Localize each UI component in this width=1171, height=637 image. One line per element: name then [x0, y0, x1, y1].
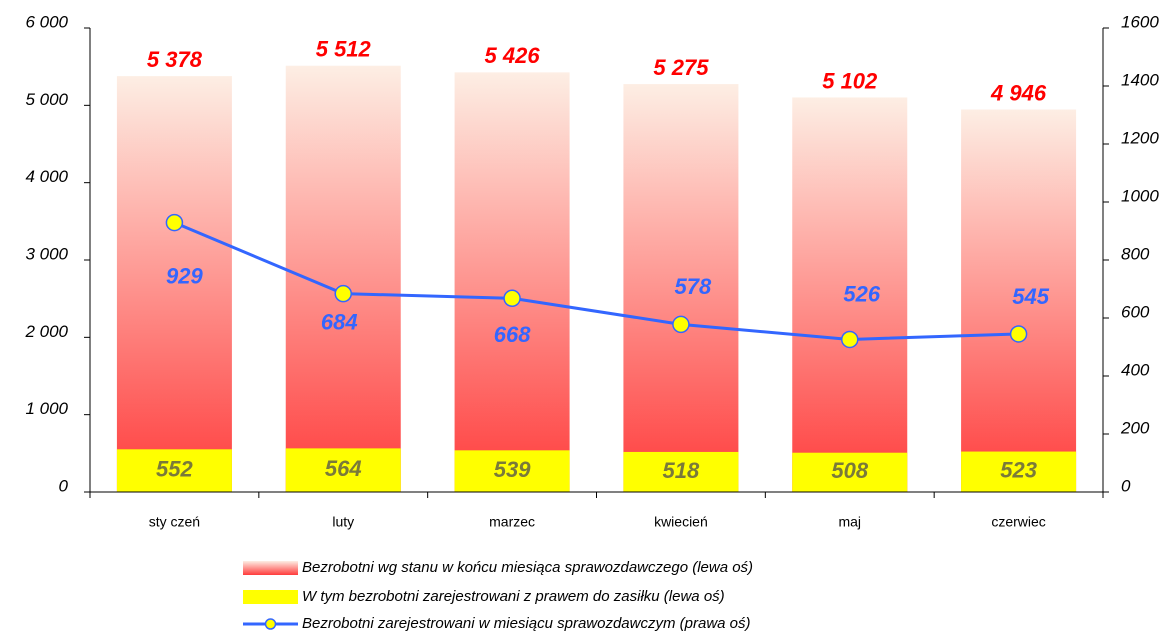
- line-label: 668: [494, 322, 531, 347]
- bar: [116, 76, 232, 493]
- x-tick-label: luty: [332, 514, 354, 530]
- line-label: 545: [1012, 284, 1049, 309]
- y2-tick-label: 200: [1120, 418, 1150, 437]
- y2-tick-label: 400: [1121, 360, 1150, 379]
- x-tick-label: marzec: [489, 514, 535, 530]
- line-marker: [1009, 325, 1028, 343]
- legend-swatch: [243, 590, 298, 604]
- y2-tick-label: 600: [1121, 302, 1150, 321]
- bar: [285, 448, 401, 492]
- y-tick-label: 3 000: [25, 244, 68, 263]
- y-tick-label: 0: [59, 476, 69, 495]
- bar: [623, 84, 739, 493]
- bar-label: 5 102: [822, 68, 878, 93]
- bar: [116, 449, 232, 492]
- legend-label: Bezrobotni zarejestrowani w miesiącu spr…: [302, 615, 751, 632]
- bar: [454, 72, 570, 492]
- y-tick-label: 6 000: [25, 12, 68, 31]
- legend-label: W tym bezrobotni zarejestrowani z prawem…: [302, 588, 725, 605]
- y2-tick-label: 1600: [1121, 12, 1159, 31]
- bar: [454, 450, 570, 492]
- legend-label: Bezrobotni wg stanu w końcu miesiąca spr…: [302, 559, 753, 576]
- x-tick-label: maj: [838, 514, 861, 530]
- y-tick-label: 2 000: [24, 322, 68, 341]
- bar-label: 5 378: [147, 47, 203, 72]
- line-label: 929: [166, 263, 203, 288]
- bar: [285, 65, 401, 492]
- bar-label: 5 275: [653, 55, 709, 80]
- bar-label: 5 426: [485, 43, 541, 68]
- bar: [961, 109, 1077, 492]
- legend-swatch: [243, 561, 298, 575]
- line-label: 684: [321, 309, 358, 334]
- line-label: 526: [843, 281, 880, 306]
- x-tick-label: sty czeń: [149, 514, 200, 530]
- line-label: 578: [675, 274, 712, 299]
- bar: [961, 451, 1077, 492]
- y2-tick-label: 1000: [1121, 186, 1159, 205]
- bar-label: 4 946: [990, 80, 1047, 105]
- legend-marker: [264, 618, 277, 630]
- y-tick-label: 4 000: [25, 167, 68, 186]
- y2-tick-label: 1200: [1121, 128, 1159, 147]
- bar-label: 523: [1000, 458, 1037, 483]
- x-tick-label: kwiecień: [654, 514, 708, 530]
- y-tick-label: 5 000: [25, 90, 68, 109]
- bar-label: 564: [325, 456, 362, 481]
- bar: [792, 97, 908, 492]
- y-tick-label: 1 000: [25, 399, 68, 418]
- bar: [792, 452, 908, 492]
- y2-tick-label: 800: [1121, 244, 1150, 263]
- line: [173, 221, 1019, 341]
- y2-tick-label: 1400: [1121, 70, 1159, 89]
- line-marker: [841, 330, 859, 349]
- x-tick-label: czerwiec: [991, 514, 1045, 530]
- bar-label: 552: [156, 456, 193, 481]
- bar-label: 508: [831, 458, 868, 483]
- line-marker: [334, 284, 352, 303]
- bar: [623, 451, 739, 492]
- line-marker: [503, 289, 521, 308]
- bar-label: 539: [494, 457, 531, 482]
- bar-label: 5 512: [316, 37, 372, 62]
- bar-label: 518: [663, 458, 700, 483]
- line-marker: [165, 213, 184, 232]
- line-marker: [672, 315, 690, 334]
- y2-tick-label: 0: [1121, 476, 1131, 495]
